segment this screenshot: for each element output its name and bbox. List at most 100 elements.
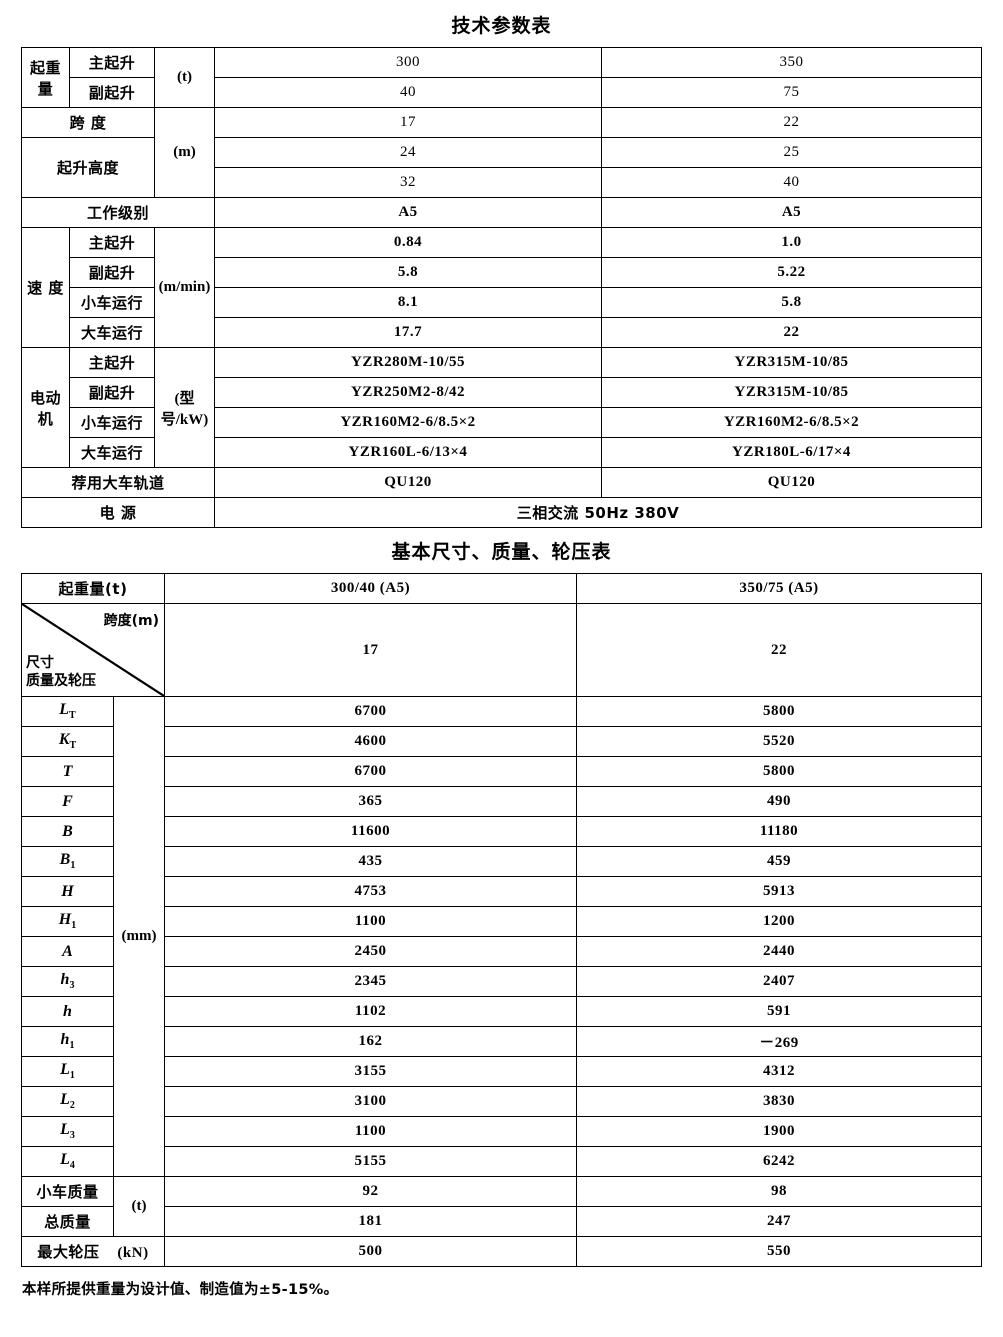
table-row: 最大轮压 (kN) 500 550 bbox=[20, 1236, 982, 1267]
cell-motor-main-1: YZR280M-10/55 bbox=[214, 347, 602, 378]
row-label-speed-main-hoist: 主起升 bbox=[69, 227, 155, 258]
row-symbol-H1: H1 bbox=[20, 906, 114, 937]
row-symbol-A: A bbox=[20, 936, 114, 967]
row-symbol-L3: L3 bbox=[20, 1116, 114, 1147]
table-row: 跨 度 (m) 17 22 bbox=[21, 107, 982, 198]
row-label-max-wheel-load: 最大轮压 (kN) bbox=[20, 1236, 166, 1267]
cell-L2-22: 3830 bbox=[576, 1086, 982, 1117]
cell-wheel-load-22: 550 bbox=[576, 1236, 982, 1267]
row-symbol-T: T bbox=[20, 756, 114, 787]
row-group-speed: 速 度 bbox=[21, 227, 70, 348]
cell-B1-17: 435 bbox=[164, 846, 577, 877]
cell-trolley-mass-17: 92 bbox=[164, 1176, 577, 1207]
row-label-motor-trolley: 小车运行 bbox=[69, 407, 155, 438]
cell-H1-22: 1200 bbox=[576, 906, 982, 937]
diagonal-label-span: 跨度(m) bbox=[103, 613, 159, 629]
row-symbol-H: H bbox=[20, 876, 114, 907]
cell-speed-crane-1: 17.7 bbox=[214, 317, 602, 348]
cell-B-22: 11180 bbox=[576, 816, 982, 847]
cell-capacity-main-300: 300 bbox=[214, 47, 602, 78]
diagonal-label-line2: 质量及轮压 bbox=[25, 672, 96, 689]
row-label-motor-aux-hoist: 副起升 bbox=[69, 377, 155, 408]
cell-span-22: 22 bbox=[601, 107, 982, 138]
row-symbol-B1: B1 bbox=[20, 846, 114, 877]
table-row: 小车质量 (t) 92 98 bbox=[20, 1176, 982, 1237]
cell-motor-aux-1: YZR250M2-8/42 bbox=[214, 377, 602, 408]
table-row: 电动机 主起升 (型号/kW) YZR280M-10/55 YZR315M-10… bbox=[21, 347, 982, 468]
cell-KT-22: 5520 bbox=[576, 726, 982, 757]
row-symbol-L2: L2 bbox=[20, 1086, 114, 1117]
header-model-300-40: 300/40 (A5) bbox=[164, 573, 577, 604]
cell-motor-trolley-1: YZR160M2-6/8.5×2 bbox=[214, 407, 602, 438]
row-symbol-h3: h3 bbox=[20, 966, 114, 997]
tech-table-title: 技术参数表 bbox=[451, 15, 552, 37]
cell-h3-22: 2407 bbox=[576, 966, 982, 997]
cell-speed-aux-1: 5.8 bbox=[214, 257, 602, 288]
table-row: 大车运行 YZR160L-6/13×4 YZR180L-6/17×4 bbox=[22, 437, 982, 468]
row-label-speed-trolley: 小车运行 bbox=[69, 287, 155, 318]
table-row: 起升高度 24 25 bbox=[21, 137, 982, 198]
row-label-trolley-mass: 小车质量 bbox=[20, 1176, 114, 1207]
cell-wheel-load-17: 500 bbox=[164, 1236, 577, 1267]
cell-h1-17: 162 bbox=[164, 1026, 577, 1057]
table-row: h1 162 －269 bbox=[20, 1026, 982, 1057]
cell-speed-main-2: 1.0 bbox=[601, 227, 982, 258]
table-row: 起重量 主起升 (t) 300 350 bbox=[21, 47, 982, 108]
row-label-motor-main-hoist: 主起升 bbox=[69, 347, 155, 378]
row-label-speed-aux-hoist: 副起升 bbox=[69, 257, 155, 288]
cell-A-22: 2440 bbox=[576, 936, 982, 967]
cell-h-17: 1102 bbox=[164, 996, 577, 1027]
cell-L4-17: 5155 bbox=[164, 1146, 577, 1177]
cell-speed-aux-2: 5.22 bbox=[601, 257, 982, 288]
cell-motor-aux-2: YZR315M-10/85 bbox=[601, 377, 982, 408]
row-label-motor-crane: 大车运行 bbox=[69, 437, 155, 468]
cell-L3-22: 1900 bbox=[576, 1116, 982, 1147]
cell-lift-height-25: 25 bbox=[601, 137, 982, 168]
cell-speed-trolley-1: 8.1 bbox=[214, 287, 602, 318]
row-symbol-B: B bbox=[20, 816, 114, 847]
cell-rail-1: QU120 bbox=[214, 467, 602, 498]
table-row: 小车运行 8.1 5.8 bbox=[22, 287, 982, 318]
table-row: L2 3100 3830 bbox=[20, 1086, 982, 1117]
footnote-text: 本样所提供重量为设计值、制造值为±5-15%。 bbox=[22, 1282, 339, 1298]
header-capacity-label: 起重量(t) bbox=[20, 573, 166, 604]
table-row: A 2450 2440 bbox=[20, 936, 982, 967]
table-row: H 4753 5913 bbox=[20, 876, 982, 907]
table-row: H1 1100 1200 bbox=[20, 906, 982, 937]
cell-speed-crane-2: 22 bbox=[601, 317, 982, 348]
dims-table-title: 基本尺寸、质量、轮压表 bbox=[391, 541, 612, 563]
cell-F-17: 365 bbox=[164, 786, 577, 817]
table-row: B 11600 11180 bbox=[20, 816, 982, 847]
table-row: 工作级别 A5 A5 bbox=[21, 197, 982, 228]
row-label-rail: 荐用大车轨道 bbox=[21, 467, 215, 498]
cell-L3-17: 1100 bbox=[164, 1116, 577, 1147]
cell-speed-main-1: 0.84 bbox=[214, 227, 602, 258]
cell-L1-22: 4312 bbox=[576, 1056, 982, 1087]
cell-lift-height-24: 24 bbox=[214, 137, 602, 168]
table-row: h 1102 591 bbox=[20, 996, 982, 1027]
cell-A-17: 2450 bbox=[164, 936, 577, 967]
cell-h-22: 591 bbox=[576, 996, 982, 1027]
diagonal-header-cell: 跨度(m) 尺寸 质量及轮压 bbox=[20, 603, 166, 697]
table-row: h3 2345 2407 bbox=[20, 966, 982, 997]
cell-H-22: 5913 bbox=[576, 876, 982, 907]
cell-capacity-main-350: 350 bbox=[601, 47, 982, 78]
header-model-350-75: 350/75 (A5) bbox=[576, 573, 982, 604]
row-symbol-h1: h1 bbox=[20, 1026, 114, 1057]
table-row: L1 3155 4312 bbox=[20, 1056, 982, 1087]
table-row: LT (mm) 6700 5800 bbox=[20, 696, 982, 1177]
unit-mm: (mm) bbox=[112, 696, 166, 1177]
cell-motor-crane-1: YZR160L-6/13×4 bbox=[214, 437, 602, 468]
cell-KT-17: 4600 bbox=[164, 726, 577, 757]
row-symbol-F: F bbox=[20, 786, 114, 817]
cell-L4-22: 6242 bbox=[576, 1146, 982, 1177]
row-label-span: 跨 度 bbox=[21, 107, 155, 138]
unit-kn: (kN) bbox=[117, 1245, 149, 1261]
header-span-17: 17 bbox=[164, 603, 577, 697]
cell-rail-2: QU120 bbox=[601, 467, 982, 498]
unit-m-per-min: (m/min) bbox=[154, 227, 215, 348]
max-wheel-load-text: 最大轮压 bbox=[37, 1243, 100, 1261]
cell-T-22: 5800 bbox=[576, 756, 982, 787]
cell-speed-trolley-2: 5.8 bbox=[601, 287, 982, 318]
